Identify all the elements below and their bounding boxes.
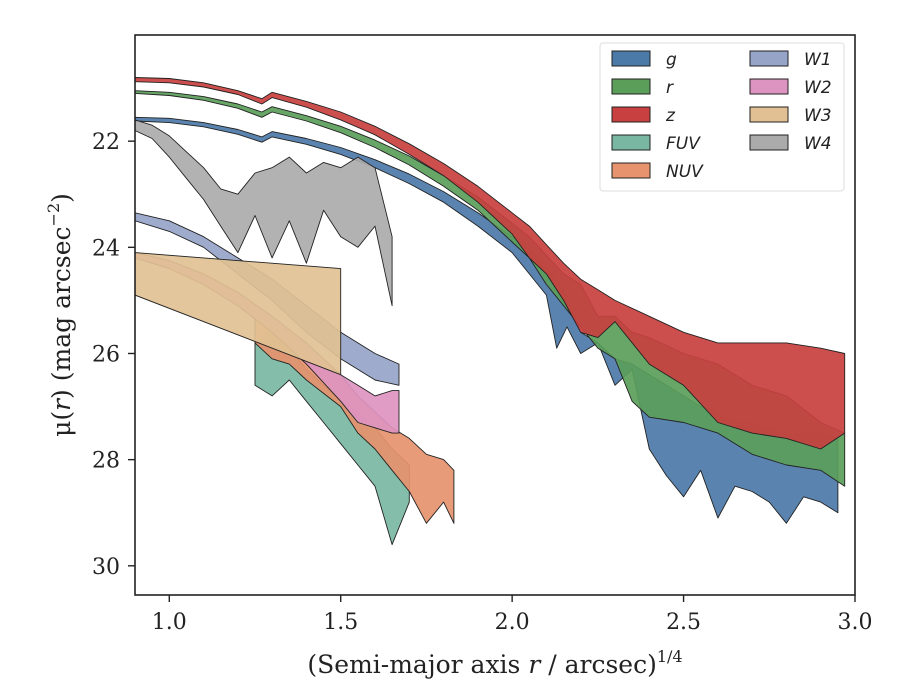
y-tick-label: 28 [92,449,120,474]
x-axis-label: (Semi-major axis r / arcsec)1/4 [307,647,682,679]
x-tick-label: 1.0 [152,610,187,635]
legend-swatch-w4 [749,134,789,151]
x-tick-label: 3.0 [838,610,873,635]
series-band-g [135,116,839,524]
y-tick-label: 22 [92,130,120,155]
x-tick-label: 2.0 [495,610,530,635]
legend-label-fuv: FUV [666,134,701,154]
legend: grz FUV NUV W1 W2 W3 W4 [599,42,845,192]
series-bands [135,77,846,546]
legend-label-w1: W1 [804,50,832,70]
series-band-w3 [135,252,342,376]
y-tick-label: 30 [92,555,120,580]
y-tick-label: 26 [92,342,120,367]
legend-swatch-fuv [611,134,651,151]
x-axis-ticks: 1.0 1.5 2.0 2.5 3.0 [152,595,873,635]
plot-frame [134,34,856,596]
legend-label-z: z [665,106,676,126]
legend-label-w2: W2 [804,78,832,98]
series-band-w4 [135,119,393,307]
legend-label-w4: W4 [804,134,832,154]
legend-swatch-z [611,106,651,123]
legend-swatch-r [611,78,651,95]
x-tick-label: 1.5 [323,610,358,635]
y-tick-label: 24 [92,236,120,261]
legend-label-g: g [666,50,677,70]
legend-label-w3: W3 [804,106,832,126]
legend-swatch-w1 [749,50,789,67]
legend-swatch-g [611,50,651,67]
y-axis-label: μ(r) (mag arcsec−2) [44,193,76,437]
legend-label-nuv: NUV [666,162,704,182]
legend-swatch-w3 [749,106,789,123]
legend-swatch-w2 [749,78,789,95]
series-band-r [135,90,846,487]
x-tick-label: 2.5 [666,610,701,635]
y-axis-ticks: 22 24 26 28 30 [92,130,135,580]
series-band-z [135,77,846,450]
legend-label-r: r [666,78,674,98]
legend-swatch-nuv [611,162,651,179]
